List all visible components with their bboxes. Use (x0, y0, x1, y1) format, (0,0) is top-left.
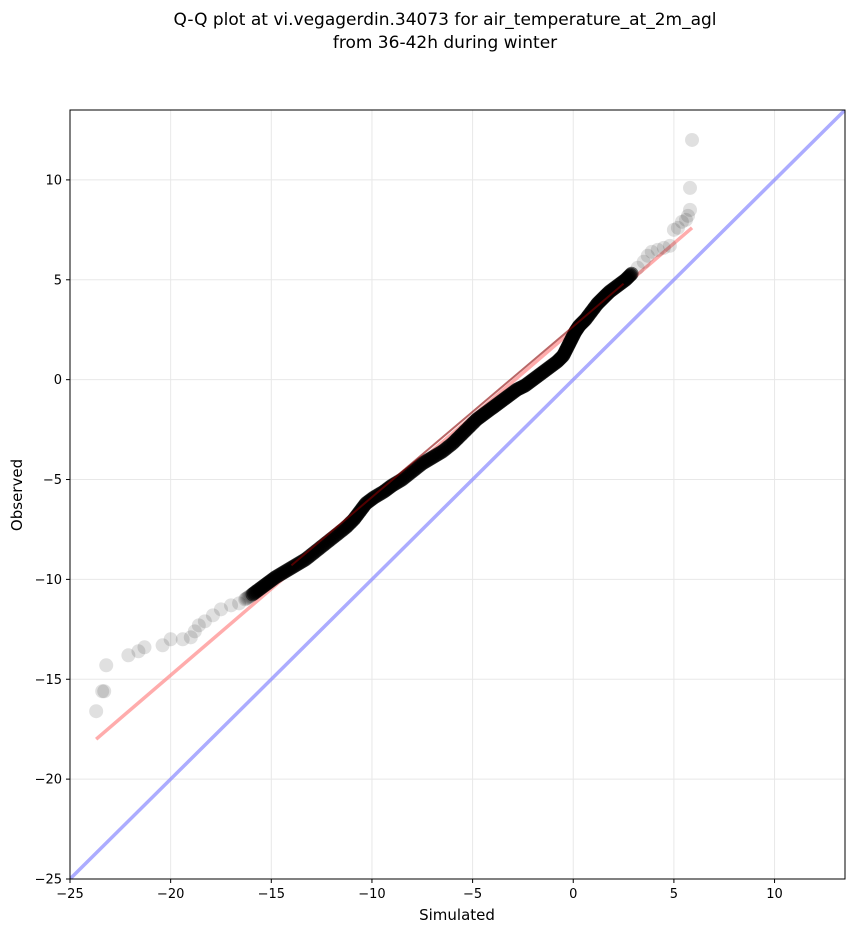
data-point (197, 614, 212, 629)
x-axis-ticks: −25 −20 −15 −10 −5 0 5 10 (56, 879, 783, 902)
x-tick-label: −10 (358, 887, 385, 902)
data-point (630, 260, 645, 275)
data-point (137, 640, 152, 655)
x-tick-label: −25 (56, 887, 83, 902)
data-point (662, 238, 677, 253)
data-point (636, 254, 651, 269)
y-axis-label: Observed (8, 459, 26, 531)
y-axis-ticks: −25 −20 −15 −10 −5 0 5 10 (35, 173, 70, 888)
data-point (678, 212, 693, 227)
data-point (121, 648, 136, 663)
grid-lines (69, 110, 845, 880)
y-tick-label: 10 (45, 173, 62, 188)
data-point (205, 608, 220, 623)
data-point (670, 220, 685, 235)
x-tick-label: 10 (766, 887, 783, 902)
data-point (163, 632, 178, 647)
y-tick-label: −25 (35, 873, 62, 888)
y-tick-label: 5 (54, 273, 62, 288)
data-point (232, 596, 247, 611)
x-tick-label: 5 (670, 887, 678, 902)
x-tick-label: 0 (569, 887, 577, 902)
data-points (89, 132, 700, 719)
x-tick-label: −20 (157, 887, 184, 902)
data-point (656, 240, 671, 255)
data-point (89, 704, 104, 719)
data-point (131, 644, 146, 659)
data-point (155, 638, 170, 653)
data-point (666, 222, 681, 237)
y-tick-label: −10 (35, 573, 62, 588)
data-point (175, 632, 190, 647)
data-point (187, 624, 202, 639)
fit-line-overlay (290, 283, 625, 567)
identity-line (70, 110, 845, 879)
x-tick-label: −15 (258, 887, 285, 902)
data-point (644, 244, 659, 259)
data-point (674, 214, 689, 229)
data-point (683, 202, 697, 217)
y-tick-label: −20 (35, 773, 62, 788)
data-point (640, 248, 655, 263)
data-point (224, 598, 239, 613)
data-point (97, 684, 112, 699)
data-point (191, 618, 206, 633)
data-point (95, 684, 110, 699)
data-point (680, 208, 695, 223)
data-point (624, 266, 639, 281)
data-point (683, 180, 697, 195)
data-point (685, 132, 700, 147)
data-point (99, 658, 114, 673)
x-axis-label: Simulated (419, 906, 495, 924)
x-tick-label: −5 (463, 887, 482, 902)
chart-title: Q-Q plot at vi.vegagerdin.34073 for air_… (173, 10, 716, 30)
data-point (650, 242, 665, 257)
y-tick-label: 0 (54, 373, 62, 388)
reference-lines (70, 110, 845, 879)
data-point (213, 602, 228, 617)
plot-frame (69, 109, 846, 880)
y-tick-label: −15 (35, 673, 62, 688)
y-tick-label: −5 (43, 473, 62, 488)
data-point (183, 630, 198, 645)
chart-subtitle: from 36-42h during winter (333, 33, 557, 53)
